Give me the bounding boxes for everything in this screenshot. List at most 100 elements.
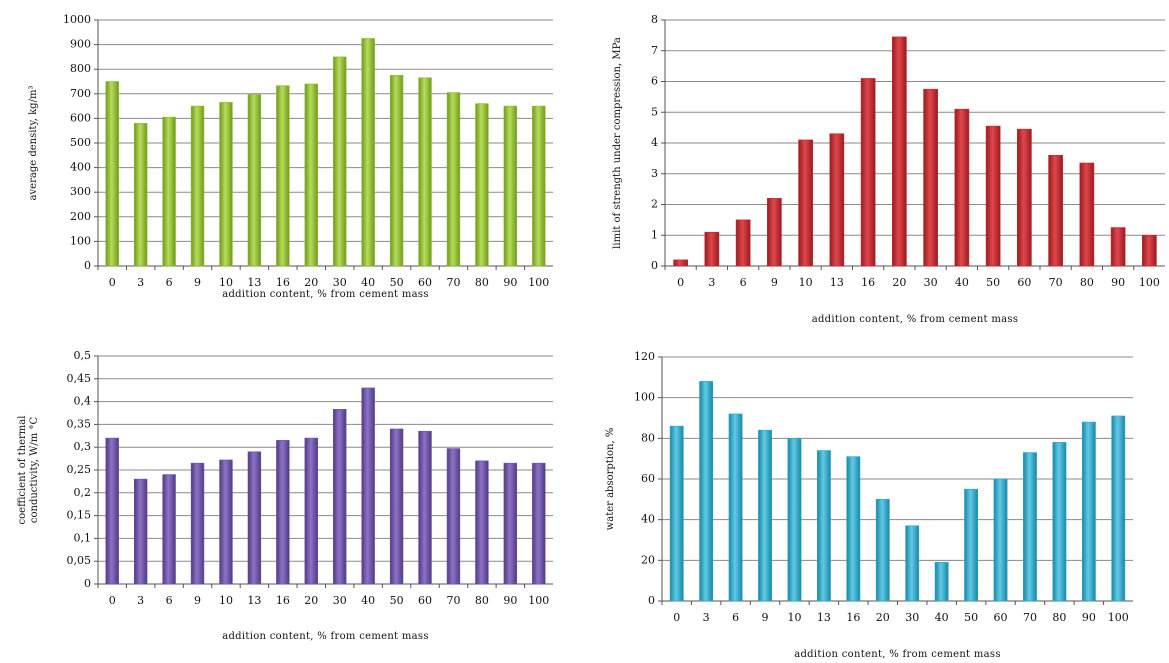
density-chart: 0 100 200 300 400 500 600 700 800 900 1000 0 3 6 9 10 13… [28, 13, 553, 300]
y-tick-label: 20 [641, 553, 655, 566]
bar-6 [728, 413, 743, 602]
x-tick-label: 40 [935, 611, 949, 624]
x-tick-label: 6 [166, 276, 173, 289]
bar-6 [735, 219, 751, 267]
bar-40 [361, 387, 375, 585]
y-tick-label: 60 [641, 472, 655, 485]
x-tick-label: 6 [166, 594, 173, 607]
y-axis-title: water absorption, % [605, 428, 616, 531]
bar-30 [333, 56, 347, 267]
bar-20 [875, 499, 890, 602]
bar-90 [1081, 421, 1096, 602]
x-tick-label: 13 [817, 611, 831, 624]
x-tick-label: 13 [830, 276, 844, 289]
bar-40 [934, 562, 949, 602]
x-tick-label: 30 [333, 276, 347, 289]
y-tick-label: 0,4 [74, 395, 92, 408]
x-tick-label: 70 [1049, 276, 1063, 289]
x-axis-title: addition content, % from cement mass [222, 289, 429, 300]
x-tick-label: 60 [418, 276, 432, 289]
bar-80 [1052, 442, 1067, 602]
y-tick-label: 0,3 [74, 440, 92, 453]
bar-9 [767, 198, 782, 267]
y-tick-label: 0,45 [67, 372, 92, 385]
bar-0 [105, 437, 119, 585]
bar-13 [829, 133, 845, 267]
bar-70 [1023, 452, 1037, 602]
x-tick-label: 60 [994, 611, 1008, 624]
bar-13 [816, 450, 831, 602]
bar-16 [276, 85, 290, 267]
x-tick-label: 9 [194, 276, 201, 289]
bar-80 [475, 103, 489, 267]
bar-10 [798, 139, 813, 267]
x-tick-label: 16 [276, 276, 290, 289]
y-tick-label: 0,1 [74, 531, 92, 544]
bar-60 [993, 478, 1008, 602]
x-tick-label: 9 [762, 611, 769, 624]
bar-20 [892, 36, 907, 267]
bar-3 [704, 231, 720, 267]
bar-60 [418, 430, 432, 585]
bar-80 [1079, 162, 1095, 267]
bar-100 [532, 105, 546, 267]
x-tick-label: 0 [109, 276, 116, 289]
bar-90 [503, 462, 518, 585]
x-tick-label: 0 [677, 276, 684, 289]
y-tick-label: 100 [70, 234, 91, 247]
y-tick-label: 40 [641, 513, 655, 526]
bar-60 [418, 77, 432, 267]
x-tick-label: 3 [703, 611, 710, 624]
x-tick-label: 10 [787, 611, 801, 624]
bar-16 [276, 440, 290, 585]
bar-10 [787, 438, 802, 602]
y-tick-label: 100 [634, 391, 655, 404]
x-tick-label: 90 [1111, 276, 1125, 289]
x-tick-label: 10 [799, 276, 813, 289]
x-tick-label: 80 [1080, 276, 1094, 289]
y-tick-label: 400 [70, 161, 91, 174]
bar-90 [1110, 227, 1126, 267]
x-tick-label: 3 [708, 276, 715, 289]
y-tick-label: 120 [634, 350, 655, 363]
bar-80 [475, 460, 489, 585]
x-tick-label: 70 [1023, 611, 1037, 624]
bar-13 [247, 451, 262, 585]
bar-13 [247, 94, 262, 267]
bar-30 [923, 88, 938, 267]
x-tick-label: 80 [475, 276, 489, 289]
bar-9 [190, 462, 205, 585]
y-tick-label: 0 [651, 259, 658, 272]
bar-0 [105, 81, 119, 267]
x-tick-label: 90 [503, 276, 517, 289]
x-tick-label: 9 [771, 276, 778, 289]
y-tick-label: 8 [651, 13, 658, 26]
x-tick-label: 20 [892, 276, 906, 289]
y-tick-label: 0 [648, 594, 655, 607]
x-tick-label: 90 [1082, 611, 1096, 624]
bar-50 [389, 428, 404, 585]
x-tick-label: 3 [137, 594, 144, 607]
x-axis-title: addition content, % from cement mass [812, 314, 1019, 325]
x-tick-label: 6 [740, 276, 747, 289]
x-tick-label: 30 [924, 276, 938, 289]
x-tick-label: 13 [247, 276, 261, 289]
x-tick-label: 20 [304, 594, 318, 607]
bar-6 [162, 116, 176, 267]
y-tick-label: 300 [70, 185, 91, 198]
x-tick-label: 20 [876, 611, 890, 624]
x-tick-label: 50 [390, 276, 404, 289]
y-axis-title: average density, kg/m³ [28, 86, 39, 201]
bar-30 [905, 525, 920, 602]
x-tick-label: 100 [528, 276, 549, 289]
bar-50 [964, 488, 979, 602]
bar-0 [669, 425, 684, 602]
x-tick-label: 70 [446, 594, 460, 607]
bar-3 [133, 123, 148, 267]
bar-3 [699, 381, 714, 602]
x-tick-label: 0 [109, 594, 116, 607]
x-tick-label: 10 [219, 594, 233, 607]
x-tick-label: 50 [986, 276, 1000, 289]
